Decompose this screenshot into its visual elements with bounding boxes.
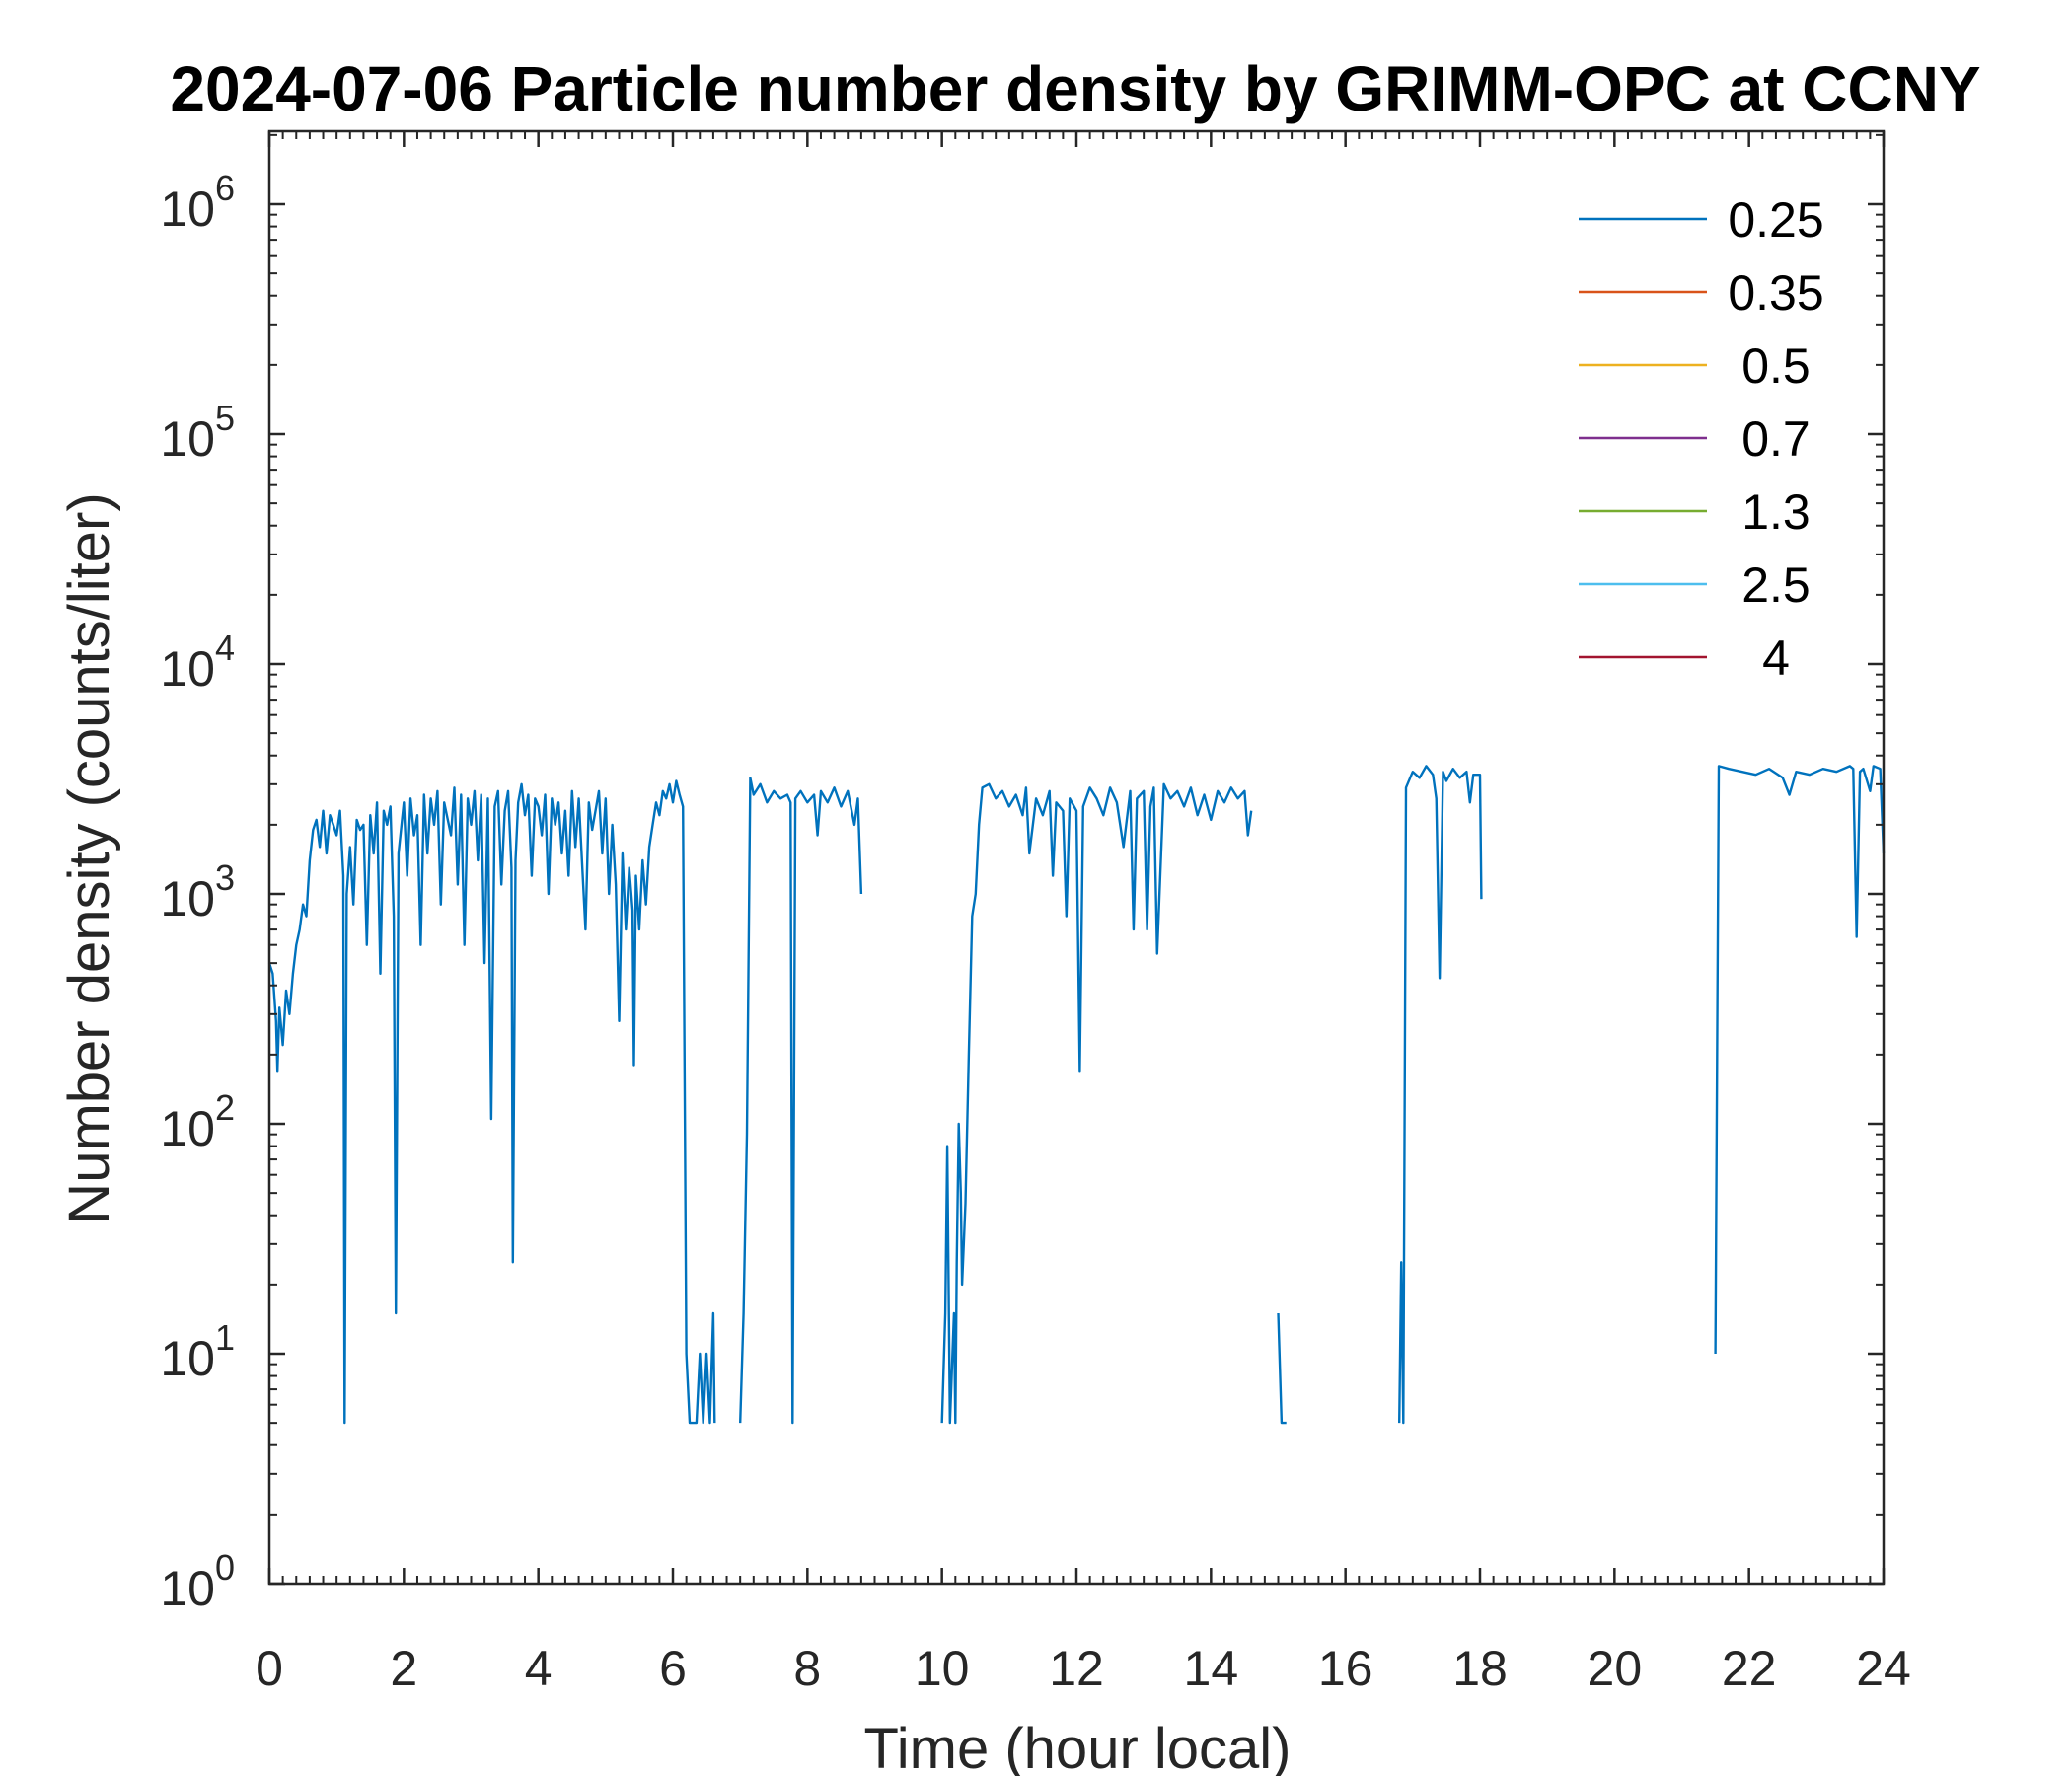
minor-ticks <box>269 131 1884 1584</box>
y-tick-label: 101 <box>160 1317 235 1386</box>
x-tick-label: 10 <box>915 1641 970 1696</box>
legend: 0.25 0.35 0.5 0.7 1.3 2.5 4 <box>1579 192 1824 686</box>
y-tick-label: 104 <box>160 628 235 697</box>
legend-label: 0.7 <box>1741 411 1811 467</box>
legend-label: 4 <box>1762 630 1790 686</box>
data-lines <box>267 765 1886 1425</box>
legend-label: 0.35 <box>1728 265 1823 321</box>
series-line <box>1398 765 1483 1425</box>
x-tick-label: 8 <box>793 1641 821 1696</box>
y-tick-label: 102 <box>160 1087 235 1156</box>
x-tick-label: 20 <box>1588 1641 1643 1696</box>
series-line <box>1277 1312 1287 1425</box>
series-line <box>1714 765 1886 1355</box>
x-tick-label: 24 <box>1856 1641 1911 1696</box>
legend-label: 0.25 <box>1728 192 1823 248</box>
x-tick-label: 22 <box>1722 1641 1777 1696</box>
x-tick-label: 0 <box>256 1641 283 1696</box>
series-line <box>940 782 1253 1425</box>
series-line <box>267 779 716 1425</box>
x-tick-label: 4 <box>525 1641 553 1696</box>
legend-label: 0.5 <box>1741 338 1811 394</box>
x-tick-label: 6 <box>659 1641 687 1696</box>
y-tick-label: 106 <box>160 168 235 237</box>
x-tick-label: 14 <box>1184 1641 1239 1696</box>
chart-title: 2024-07-06 Particle number density by GR… <box>170 53 1980 124</box>
x-axis-label: Time (hour local) <box>864 1717 1292 1776</box>
legend-label: 2.5 <box>1741 557 1811 613</box>
x-tick-labels: 0 2 4 6 8 10 12 14 16 18 20 22 24 <box>256 1641 1911 1696</box>
legend-label: 1.3 <box>1741 484 1811 540</box>
series-line <box>739 777 863 1425</box>
plot-frame <box>267 129 1886 1586</box>
y-tick-label: 105 <box>160 398 235 467</box>
x-tick-label: 12 <box>1049 1641 1104 1696</box>
y-axis-label: Number density (counts/liter) <box>57 492 121 1223</box>
x-tick-label: 16 <box>1318 1641 1373 1696</box>
y-tick-label: 103 <box>160 857 235 926</box>
y-tick-labels: 100 101 102 103 104 105 106 <box>160 168 235 1616</box>
x-tick-label: 18 <box>1452 1641 1508 1696</box>
x-tick-label: 2 <box>390 1641 417 1696</box>
y-tick-label: 100 <box>160 1547 235 1616</box>
